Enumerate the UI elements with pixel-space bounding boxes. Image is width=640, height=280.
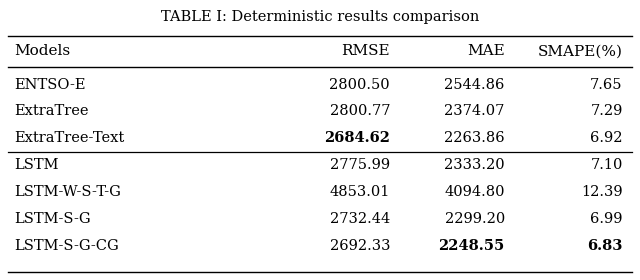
Text: 7.10: 7.10 [590, 158, 623, 172]
Text: 6.83: 6.83 [588, 239, 623, 253]
Text: ExtraTree-Text: ExtraTree-Text [14, 131, 124, 145]
Text: LSTM-S-G-CG: LSTM-S-G-CG [14, 239, 119, 253]
Text: SMAPE(%): SMAPE(%) [538, 44, 623, 58]
Text: LSTM-S-G: LSTM-S-G [14, 212, 91, 226]
Text: 12.39: 12.39 [581, 185, 623, 199]
Text: 2800.50: 2800.50 [330, 78, 390, 92]
Text: 4094.80: 4094.80 [444, 185, 505, 199]
Text: 2374.07: 2374.07 [444, 104, 505, 118]
Text: 2800.77: 2800.77 [330, 104, 390, 118]
Text: 2248.55: 2248.55 [438, 239, 505, 253]
Text: 4853.01: 4853.01 [330, 185, 390, 199]
Text: 6.92: 6.92 [590, 131, 623, 145]
Text: MAE: MAE [467, 44, 505, 58]
Text: 2333.20: 2333.20 [444, 158, 505, 172]
Text: 2263.86: 2263.86 [444, 131, 505, 145]
Text: 2684.62: 2684.62 [324, 131, 390, 145]
Text: 6.99: 6.99 [590, 212, 623, 226]
Text: Models: Models [14, 44, 70, 58]
Text: 2299.20: 2299.20 [445, 212, 505, 226]
Text: ExtraTree: ExtraTree [14, 104, 88, 118]
Text: RMSE: RMSE [342, 44, 390, 58]
Text: ENTSO-E: ENTSO-E [14, 78, 86, 92]
Text: 2544.86: 2544.86 [444, 78, 505, 92]
Text: 2775.99: 2775.99 [330, 158, 390, 172]
Text: 7.29: 7.29 [590, 104, 623, 118]
Text: 7.65: 7.65 [590, 78, 623, 92]
Text: TABLE I: Deterministic results comparison: TABLE I: Deterministic results compariso… [161, 10, 479, 24]
Text: 2732.44: 2732.44 [330, 212, 390, 226]
Text: 2692.33: 2692.33 [330, 239, 390, 253]
Text: LSTM: LSTM [14, 158, 59, 172]
Text: LSTM-W-S-T-G: LSTM-W-S-T-G [14, 185, 121, 199]
